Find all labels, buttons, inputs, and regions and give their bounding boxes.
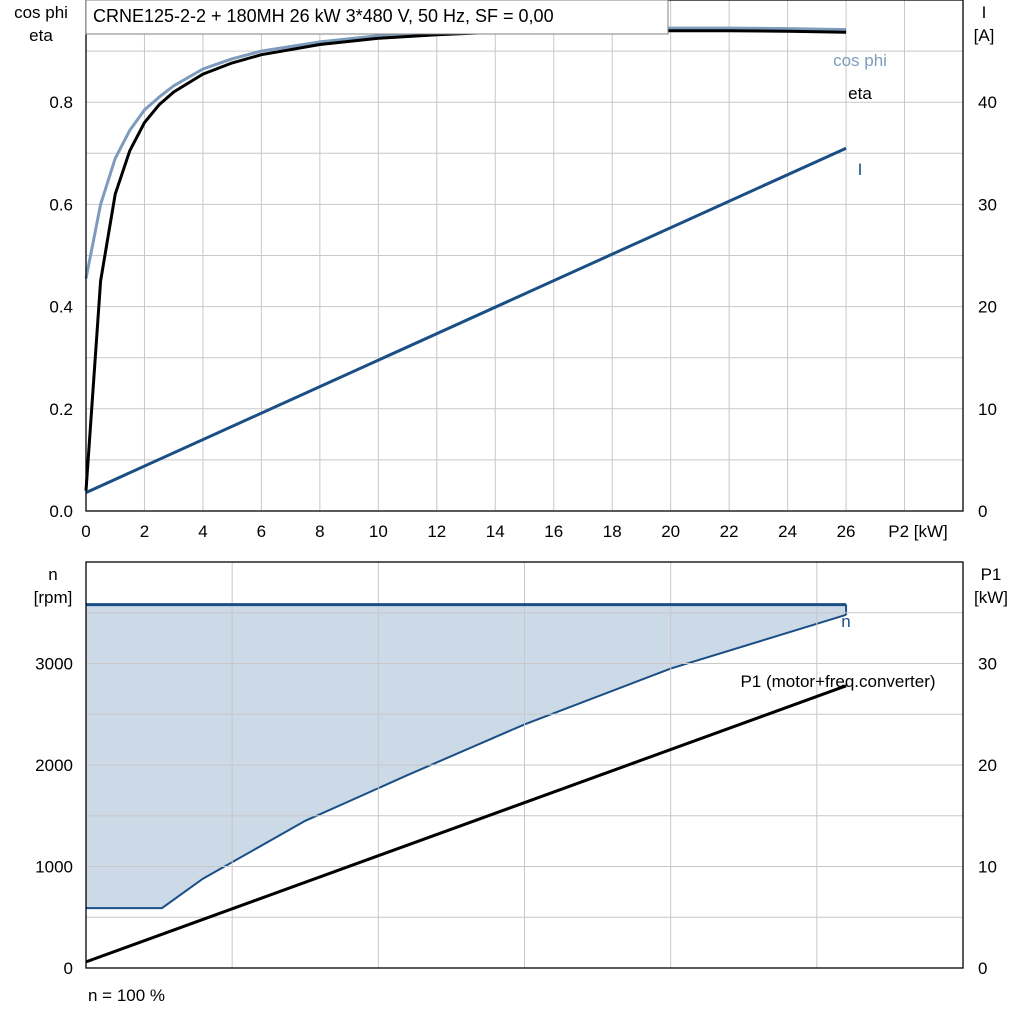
bottom-plot-frame <box>85 561 964 969</box>
x-tick-label: 20 <box>661 522 680 541</box>
power-tick-label: 10 <box>978 858 997 877</box>
y-left-tick-label: 0.0 <box>49 502 73 521</box>
power-tick-label: 30 <box>978 655 997 674</box>
x-tick-label: 12 <box>427 522 446 541</box>
y-left-tick-label: 0.2 <box>49 400 73 419</box>
x-tick-label: 0 <box>81 522 90 541</box>
y-right-tick-label: 0 <box>978 502 987 521</box>
y-right-tick-label: 40 <box>978 93 997 112</box>
y-left-tick-label: 0.6 <box>49 195 73 214</box>
min-speed-curve <box>86 613 847 910</box>
left-axis-title-line1: cos phi <box>14 3 68 22</box>
speed-tick-label: 1000 <box>35 858 73 877</box>
p1-line <box>85 684 847 964</box>
top-series <box>84 26 847 494</box>
bottom-tick-labels: 0 1000 2000 3000 0 10 20 30 <box>35 655 997 979</box>
speed-tick-label: 2000 <box>35 756 73 775</box>
x-tick-label: 2 <box>140 522 149 541</box>
x-tick-label: 4 <box>198 522 207 541</box>
p1-label: P1 (motor+freq.converter) <box>740 672 935 691</box>
speed-label: n <box>841 612 850 631</box>
x-tick-label: 6 <box>257 522 266 541</box>
left-axis-title-line2: eta <box>29 26 53 45</box>
cos-phi-label: cos phi <box>833 51 887 70</box>
speed-percent-note: n = 100 % <box>88 986 165 1005</box>
top-plot-frame <box>85 0 964 512</box>
y-right-tick-label: 10 <box>978 400 997 419</box>
eta-label: eta <box>848 84 872 103</box>
y-left-tick-label: 0.8 <box>49 93 73 112</box>
x-tick-label: 22 <box>720 522 739 541</box>
x-tick-label: 26 <box>837 522 856 541</box>
bottom-grid <box>85 561 964 969</box>
bottom-series <box>85 603 847 964</box>
eta-curve <box>84 29 847 491</box>
right-axis-title-line1: I <box>982 3 987 22</box>
speed-axis-title-line2: [rpm] <box>34 588 73 607</box>
right-axis-title-line2: [A] <box>974 26 995 45</box>
speed-tick-label: 0 <box>64 959 73 978</box>
power-tick-label: 20 <box>978 756 997 775</box>
x-tick-label: 18 <box>603 522 622 541</box>
chart-title: CRNE125-2-2 + 180MH 26 kW 3*480 V, 50 Hz… <box>93 6 554 26</box>
y-left-tick-label: 0.4 <box>49 298 73 317</box>
y-right-tick-label: 20 <box>978 298 997 317</box>
x-tick-label: 24 <box>778 522 797 541</box>
power-axis-title-line1: P1 <box>981 565 1002 584</box>
y-right-tick-label: 30 <box>978 195 997 214</box>
power-axis-title-line2: [kW] <box>974 588 1008 607</box>
power-tick-label: 0 <box>978 959 987 978</box>
top-tick-labels: 0 2 4 6 8 10 12 14 16 18 20 22 24 260.00.20.40.60.801… <box>49 93 997 541</box>
x-tick-label: 16 <box>544 522 563 541</box>
speed-range-band <box>86 604 848 910</box>
speed-axis-title-line1: n <box>48 565 57 584</box>
chart-title-box <box>85 0 669 35</box>
speed-tick-label: 3000 <box>35 655 73 674</box>
x-axis-title: P2 [kW] <box>888 522 948 541</box>
x-tick-label: 8 <box>315 522 324 541</box>
top-grid <box>85 0 964 512</box>
x-tick-label: 14 <box>486 522 505 541</box>
current-label: I <box>858 160 863 179</box>
x-tick-label: 10 <box>369 522 388 541</box>
current-line <box>85 146 847 494</box>
speed-band-fill <box>86 604 847 909</box>
